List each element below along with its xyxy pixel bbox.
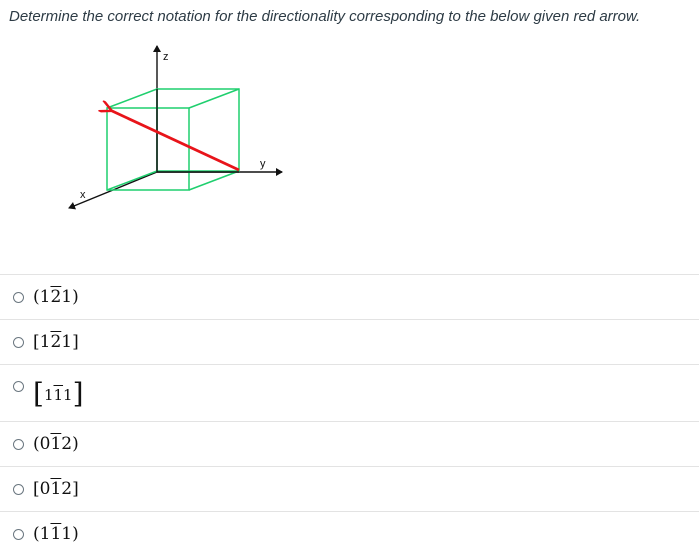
notation-open-bracket: [ — [33, 332, 40, 352]
notation-index: 1 — [50, 479, 62, 499]
notation-index: 1 — [39, 287, 51, 307]
notation-index: 1 — [63, 386, 73, 404]
notation-close-bracket: ) — [72, 524, 79, 544]
answer-option[interactable]: [111] — [0, 364, 699, 421]
crystal-direction-figure: z y x — [68, 45, 283, 210]
answer-notation: [012] — [33, 479, 79, 499]
notation-open-bracket: [ — [33, 479, 40, 499]
answer-option[interactable]: (012) — [0, 421, 699, 466]
radio-button[interactable] — [13, 439, 24, 450]
notation-index: 1 — [50, 524, 62, 544]
answer-notation: (121) — [33, 287, 79, 307]
answer-notation: [111] — [33, 377, 84, 410]
notation-index: 1 — [53, 386, 64, 404]
notation-open-bracket: [ — [33, 377, 44, 410]
question-text: Determine the correct notation for the d… — [9, 8, 641, 25]
notation-open-bracket: ( — [33, 434, 40, 454]
notation-index: 2 — [61, 479, 73, 499]
radio-button[interactable] — [13, 484, 24, 495]
notation-index: 1 — [39, 524, 51, 544]
radio-button[interactable] — [13, 337, 24, 348]
notation-close-bracket: ) — [72, 434, 79, 454]
y-axis-label: y — [260, 158, 266, 170]
notation-index: 0 — [39, 479, 51, 499]
answer-option[interactable]: (111) — [0, 511, 699, 556]
notation-index: 1 — [50, 434, 62, 454]
notation-index: 2 — [61, 434, 73, 454]
notation-index: 2 — [50, 287, 62, 307]
notation-open-bracket: ( — [33, 524, 40, 544]
answer-list: (121) [121] [111] (012) [012] (111) — [0, 274, 699, 556]
answer-option[interactable]: [012] — [0, 466, 699, 511]
radio-button[interactable] — [13, 529, 24, 540]
x-axis-label: x — [80, 189, 86, 201]
notation-close-bracket: ] — [72, 377, 84, 410]
answer-option[interactable]: (121) — [0, 274, 699, 319]
answer-notation: (012) — [33, 434, 79, 454]
answer-option[interactable]: [121] — [0, 319, 699, 364]
notation-index: 1 — [39, 332, 51, 352]
notation-index: 1 — [43, 386, 54, 404]
answer-notation: [121] — [33, 332, 79, 352]
notation-index: 2 — [50, 332, 62, 352]
cube — [106, 88, 240, 191]
notation-close-bracket: ] — [72, 479, 79, 499]
notation-close-bracket: ) — [72, 287, 79, 307]
notation-close-bracket: ] — [72, 332, 79, 352]
notation-open-bracket: ( — [33, 287, 40, 307]
notation-index: 1 — [61, 287, 73, 307]
answer-notation: (111) — [33, 524, 79, 544]
z-axis-label: z — [163, 51, 169, 63]
radio-button[interactable] — [13, 292, 24, 303]
red-direction-arrow — [110, 110, 240, 172]
radio-button[interactable] — [13, 381, 24, 392]
notation-index: 1 — [61, 332, 73, 352]
notation-index: 0 — [39, 434, 51, 454]
notation-index: 1 — [61, 524, 73, 544]
